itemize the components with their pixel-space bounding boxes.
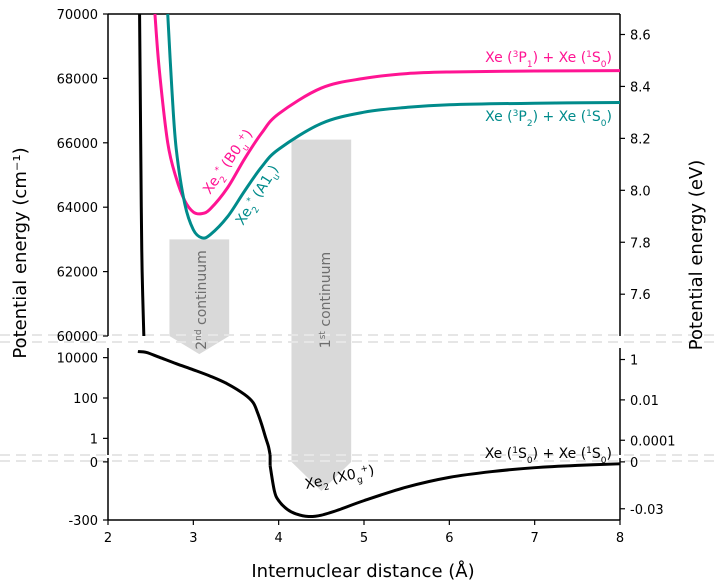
y-left-tick-label: 10000 [57, 352, 98, 367]
x-tick-label: 7 [531, 531, 539, 546]
y-left-tick-label: 100 [73, 392, 98, 407]
y-right-tick-label: 1 [630, 354, 638, 369]
continuum-arrows [169, 139, 352, 491]
x-tick-label: 6 [445, 531, 453, 546]
y-axis-right-title: Potential energy (eV) [686, 160, 707, 350]
y-left-tick-label: 70000 [57, 8, 98, 23]
y-right-tick-label: 0.01 [630, 394, 659, 409]
y-axis-left-title: Potential energy (cm⁻¹) [10, 147, 31, 358]
axis-breaks [0, 334, 714, 462]
series-line-0 [153, 13, 621, 216]
x-tick-label: 4 [275, 531, 283, 546]
x-tick-label: 8 [616, 531, 624, 546]
x-tick-label: 5 [360, 531, 368, 546]
series-line-2 [138, 13, 146, 337]
x-tick-label: 3 [189, 531, 197, 546]
label-xe2-b0u: Xe2* (B0u+) [200, 127, 259, 200]
y-left-tick-label: 1 [90, 432, 98, 447]
y-left-tick-label: -300 [68, 514, 98, 529]
y-right-tick-label: 7.8 [630, 236, 651, 251]
y-left-tick-label: 62000 [57, 266, 98, 281]
y-right-tick-label: 8.0 [630, 184, 651, 199]
y-right-tick-label: 8.6 [630, 28, 651, 43]
label-asym-3p1: Xe (3P1) + Xe (1S0) [485, 50, 612, 70]
label-xe2-x0g: Xe2 (X0g+) [304, 463, 377, 497]
y-right-tick-label: 0.0001 [630, 434, 676, 449]
y-right-tick-label: 8.4 [630, 80, 651, 95]
continuum-1st-label: 1st continuum [318, 252, 334, 348]
continuum-1st-arrow [291, 139, 352, 491]
series-line-1 [166, 13, 621, 240]
continuum-2nd-arrow [169, 239, 230, 355]
y-left-tick-label: 68000 [57, 72, 98, 87]
series-line-3 [137, 350, 272, 456]
x-tick-label: 2 [104, 531, 112, 546]
y-left-tick-label: 64000 [57, 201, 98, 216]
y-right-tick-label: 7.6 [630, 288, 651, 303]
y-right-tick-label: 8.2 [630, 132, 651, 147]
y-left-tick-label: 66000 [57, 137, 98, 152]
y-right-tick-label: 0 [630, 456, 638, 471]
y-left-tick-label: 60000 [57, 330, 98, 345]
x-axis-title: Internuclear distance (Å) [251, 560, 474, 582]
series-line-4 [268, 462, 621, 519]
y-left-tick-label: 0 [90, 456, 98, 471]
continuum-2nd-label: 2nd continuum [194, 250, 210, 350]
label-asym-3p2: Xe (3P2) + Xe (1S0) [485, 109, 612, 129]
ticks: 2 3 4 5 6 7 8 60000 62000 64000 66000 68000 70000 7.6… [57, 8, 676, 546]
curves [137, 13, 621, 519]
label-asym-1s0: Xe (1S0) + Xe (1S0) [485, 446, 612, 466]
y-right-tick-label: -0.03 [630, 503, 664, 518]
